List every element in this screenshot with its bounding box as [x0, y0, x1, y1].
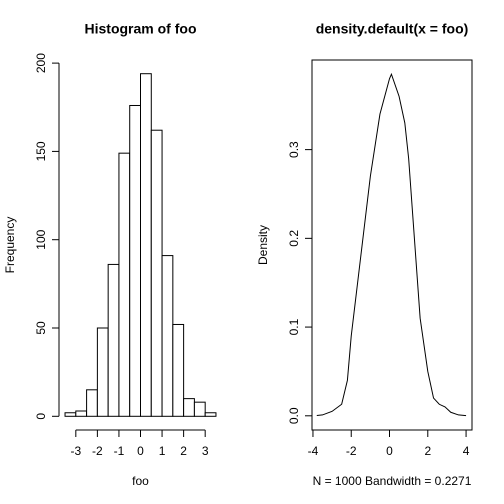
bar	[204, 412, 217, 417]
bar	[193, 401, 206, 417]
y-tick-label: 0.2	[287, 230, 301, 247]
x-tick-label: 2	[424, 444, 431, 458]
x-axis-label: foo	[132, 474, 149, 488]
x-tick-label: -4	[308, 444, 319, 458]
x-tick-label: 1	[159, 444, 166, 458]
x-axis-label: N = 1000 Bandwidth = 0.2271	[313, 474, 472, 488]
density-line	[316, 72, 467, 417]
bar	[183, 398, 195, 417]
y-tick-label: 150	[34, 141, 48, 161]
x-tick-label: 0	[386, 444, 393, 458]
bar	[150, 129, 163, 417]
bar	[64, 412, 77, 417]
y-tick-label: 0.3	[287, 141, 301, 158]
y-tick-label: 0	[34, 413, 48, 420]
bar	[129, 104, 141, 417]
bar	[86, 389, 98, 417]
x-tick-label: 2	[180, 444, 187, 458]
bar	[96, 327, 109, 417]
y-tick-label: 0.0	[287, 407, 301, 424]
y-axis-label: Density	[256, 225, 270, 265]
y-axis-label: Frequency	[3, 217, 17, 274]
bar	[161, 255, 174, 417]
y-tick-label: 50	[34, 321, 48, 335]
x-tick-label: 4	[463, 444, 470, 458]
bar	[140, 73, 152, 417]
x-tick-label: -2	[346, 444, 357, 458]
y-tick-label: 100	[34, 229, 48, 249]
y-tick-label: 0.1	[287, 318, 301, 335]
chart-title: density.default(x = foo)	[316, 21, 469, 37]
bar	[107, 263, 120, 417]
x-tick-label: -3	[70, 444, 81, 458]
bar	[118, 152, 131, 417]
y-tick-label: 200	[34, 53, 48, 73]
plot-box	[311, 59, 473, 431]
x-tick-label: -1	[114, 444, 125, 458]
x-tick-label: 0	[137, 444, 144, 458]
bar	[172, 323, 185, 417]
chart-title: Histogram of foo	[85, 21, 197, 37]
x-tick-label: -2	[92, 444, 103, 458]
bar	[75, 410, 88, 417]
x-tick-label: 3	[202, 444, 209, 458]
